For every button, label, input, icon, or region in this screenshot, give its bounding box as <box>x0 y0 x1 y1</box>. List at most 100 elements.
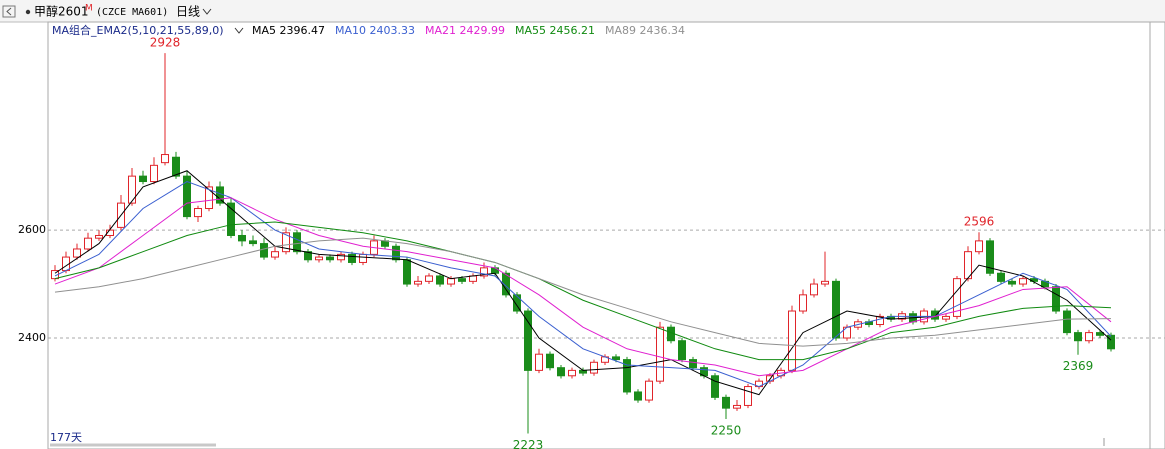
candle-body <box>810 283 818 296</box>
indicator[interactable]: MA组合_EMA2(5,10,21,55,89,0) <box>52 23 224 37</box>
candle-body <box>260 243 268 258</box>
candle-body <box>403 259 411 285</box>
candle-body <box>524 310 532 371</box>
candle-body <box>513 294 521 312</box>
candle-body <box>975 240 983 253</box>
candle-body <box>612 356 620 361</box>
legend-entry: MA89 2436.34 <box>605 24 685 37</box>
candle-body <box>1085 332 1093 342</box>
candle-body <box>645 380 653 401</box>
y-tick-label: 2600 <box>18 223 46 236</box>
candle-body <box>392 245 400 261</box>
candle-body <box>381 240 389 247</box>
candle-body <box>557 367 565 377</box>
indicator-dropdown[interactable] <box>234 27 244 34</box>
candle-body <box>227 202 235 236</box>
candle-body <box>1008 280 1016 285</box>
candle-body <box>205 186 213 210</box>
candle-body <box>744 386 752 406</box>
candle-body <box>634 391 642 401</box>
candle-body <box>986 240 994 274</box>
candle-body <box>1074 332 1082 342</box>
candle-body <box>194 208 202 218</box>
candle-body <box>1019 278 1027 285</box>
candle-body <box>546 353 554 369</box>
candle-body <box>249 240 257 245</box>
candle-body <box>733 404 741 409</box>
period-dropdown[interactable] <box>202 8 212 15</box>
candle-body <box>689 359 697 369</box>
candle-body <box>458 278 466 282</box>
candle-body <box>953 278 961 317</box>
bullet <box>25 9 31 15</box>
days-label: 177天 <box>50 431 82 444</box>
back-button[interactable] <box>2 5 16 18</box>
candle-body <box>337 253 345 261</box>
candle-body <box>425 275 433 282</box>
candle-body <box>315 256 323 261</box>
candle-body <box>359 253 367 263</box>
candle-body <box>491 267 499 274</box>
candle-body <box>161 154 169 164</box>
ma-line <box>54 197 1112 377</box>
ma-line <box>54 237 1112 347</box>
legend-entry: MA10 2403.33 <box>335 24 415 37</box>
candle-body <box>1052 286 1060 312</box>
candle-body <box>436 275 444 285</box>
candle-body <box>722 396 730 409</box>
candle-body <box>788 310 796 371</box>
header-bar <box>0 0 1165 22</box>
candle-body <box>480 267 488 277</box>
candle-body <box>282 232 290 253</box>
candle-body <box>799 294 807 312</box>
candle-body <box>238 234 246 242</box>
ma-line <box>54 221 1112 361</box>
candle-body <box>942 315 950 320</box>
candle-body <box>150 164 158 183</box>
candle-body <box>95 234 103 239</box>
legend-entry: MA21 2429.99 <box>425 24 505 37</box>
candle-body <box>139 175 147 183</box>
legend-entry: MA5 2396.47 <box>252 24 325 37</box>
candle-body <box>997 272 1005 282</box>
candle-body <box>832 280 840 339</box>
ma-line <box>54 180 1112 388</box>
candle-body <box>568 369 576 377</box>
back-icon <box>6 7 12 16</box>
candle-body <box>183 175 191 218</box>
candle-body <box>414 280 422 285</box>
candle-body <box>469 275 477 282</box>
extreme-label: 2596 <box>964 215 995 229</box>
candle-body <box>326 256 334 261</box>
subtitle: (CZCE MA601) <box>96 7 168 18</box>
candle-body <box>172 156 180 177</box>
chart-title: 甲醇2601 <box>34 4 89 19</box>
title-mark: M <box>85 4 93 14</box>
candle-body <box>678 340 686 361</box>
candle-body <box>293 232 301 253</box>
candle-body <box>711 375 719 398</box>
candle-body <box>304 251 312 261</box>
extreme-label: 2223 <box>513 438 544 449</box>
period[interactable]: 日线 <box>176 5 200 19</box>
candle-body <box>84 237 92 250</box>
candle-body <box>1063 310 1071 334</box>
candle-body <box>271 251 279 258</box>
candle-body <box>656 326 664 382</box>
extreme-label: 2250 <box>711 423 742 437</box>
candle-body <box>821 280 829 285</box>
candle-body <box>128 175 136 204</box>
candle-body <box>348 253 356 263</box>
extreme-label: 2928 <box>150 36 181 50</box>
candle-body <box>590 361 598 374</box>
candle-body <box>1107 334 1115 350</box>
candle-body <box>447 278 455 285</box>
candle-body <box>73 248 81 258</box>
y-tick-label: 2400 <box>18 331 46 344</box>
candle-body <box>535 353 543 371</box>
ma-line <box>54 170 1112 396</box>
extreme-label: 2369 <box>1063 359 1094 373</box>
legend-entry: MA55 2456.21 <box>515 24 595 37</box>
